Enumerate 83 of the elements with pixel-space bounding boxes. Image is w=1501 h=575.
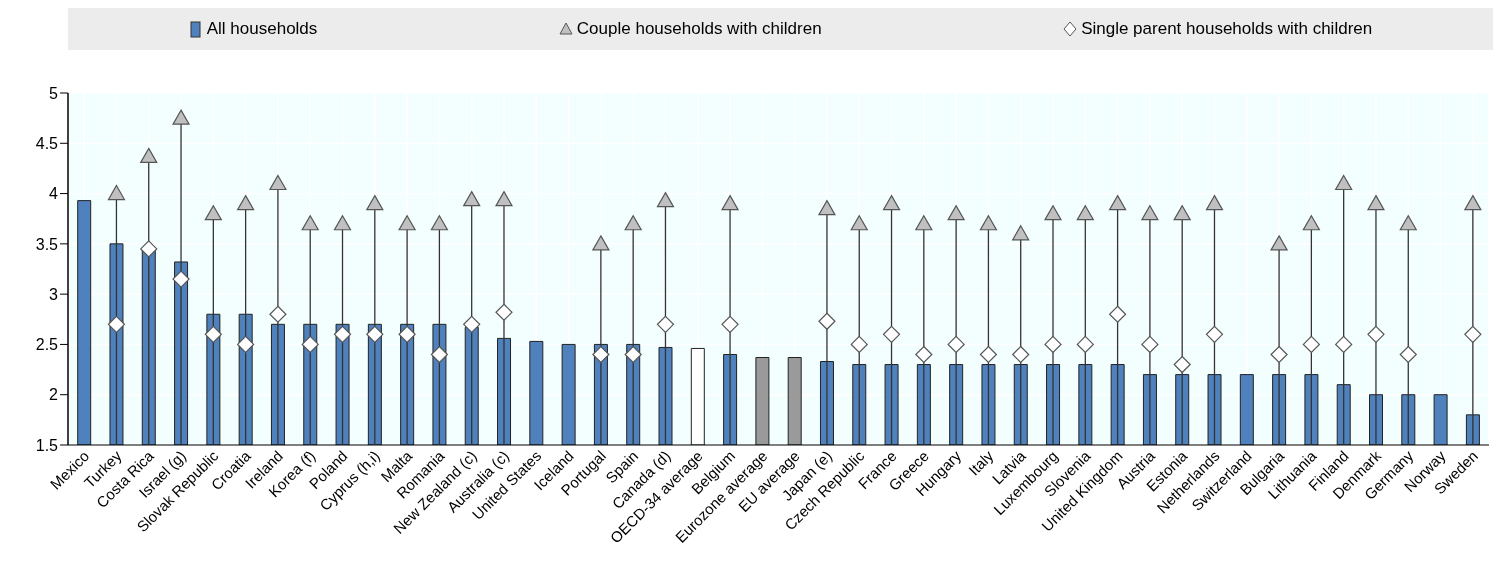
point — [818, 200, 836, 216]
point — [850, 215, 868, 231]
point — [107, 184, 126, 201]
point — [656, 192, 675, 208]
point — [947, 205, 965, 221]
point — [1270, 345, 1288, 364]
point — [915, 215, 933, 231]
point — [495, 191, 513, 207]
point — [882, 325, 901, 343]
y-tick-label: 4 — [49, 185, 59, 203]
point — [1044, 335, 1062, 354]
point — [915, 345, 933, 364]
point — [1335, 174, 1353, 191]
legend-label: All households — [205, 19, 318, 39]
point — [1399, 215, 1417, 231]
point — [204, 325, 222, 343]
y-tick-label: 2.5 — [35, 336, 59, 354]
y-tick-label: 2 — [49, 386, 59, 404]
point — [1464, 195, 1482, 211]
point — [947, 335, 965, 354]
point — [1335, 335, 1353, 354]
y-tick-label: 4.5 — [35, 134, 59, 152]
point — [463, 315, 481, 333]
point — [1399, 345, 1417, 364]
point — [721, 195, 739, 211]
point — [624, 345, 642, 364]
point — [463, 191, 481, 207]
point — [818, 312, 836, 330]
point — [1205, 325, 1224, 343]
legend-label: Couple households with children — [575, 19, 822, 39]
point — [850, 335, 868, 354]
point — [333, 325, 352, 343]
point — [1012, 225, 1030, 241]
point — [430, 215, 448, 231]
point — [366, 325, 384, 343]
point — [301, 335, 319, 354]
point — [1205, 195, 1224, 211]
point — [140, 147, 158, 163]
point — [1367, 325, 1385, 343]
y-tick-label: 5 — [49, 84, 59, 102]
point — [1270, 235, 1288, 251]
point — [172, 270, 190, 288]
point — [979, 215, 998, 231]
point — [430, 345, 448, 364]
point — [624, 215, 642, 231]
point — [333, 215, 352, 231]
point — [1076, 205, 1094, 221]
point — [656, 315, 675, 333]
point — [1109, 195, 1127, 211]
point — [269, 305, 287, 323]
point — [1302, 215, 1320, 231]
point — [237, 195, 255, 211]
point — [398, 215, 416, 231]
point — [1367, 195, 1385, 211]
point — [1044, 205, 1062, 221]
point — [1141, 205, 1159, 221]
point — [1464, 325, 1482, 343]
point — [1012, 345, 1030, 364]
point — [237, 335, 255, 354]
point — [721, 315, 739, 333]
point — [882, 195, 901, 211]
point — [172, 109, 190, 125]
point — [269, 174, 287, 191]
point — [979, 345, 998, 364]
y-tick-label: 3 — [49, 285, 59, 303]
point — [1076, 335, 1094, 354]
point — [204, 205, 222, 221]
point — [1109, 305, 1127, 323]
point — [1173, 205, 1191, 221]
point — [366, 195, 384, 211]
point — [398, 325, 416, 343]
point — [140, 240, 158, 258]
point — [1302, 335, 1320, 354]
point — [1141, 335, 1159, 354]
point — [495, 303, 513, 321]
point — [107, 315, 126, 333]
y-tick-label: 3.5 — [35, 235, 59, 253]
point — [1173, 355, 1191, 374]
point — [301, 215, 319, 231]
point — [592, 235, 610, 251]
y-tick-label: 1.5 — [35, 436, 59, 454]
point — [592, 345, 610, 364]
legend-label: Single parent households with children — [1080, 19, 1373, 39]
